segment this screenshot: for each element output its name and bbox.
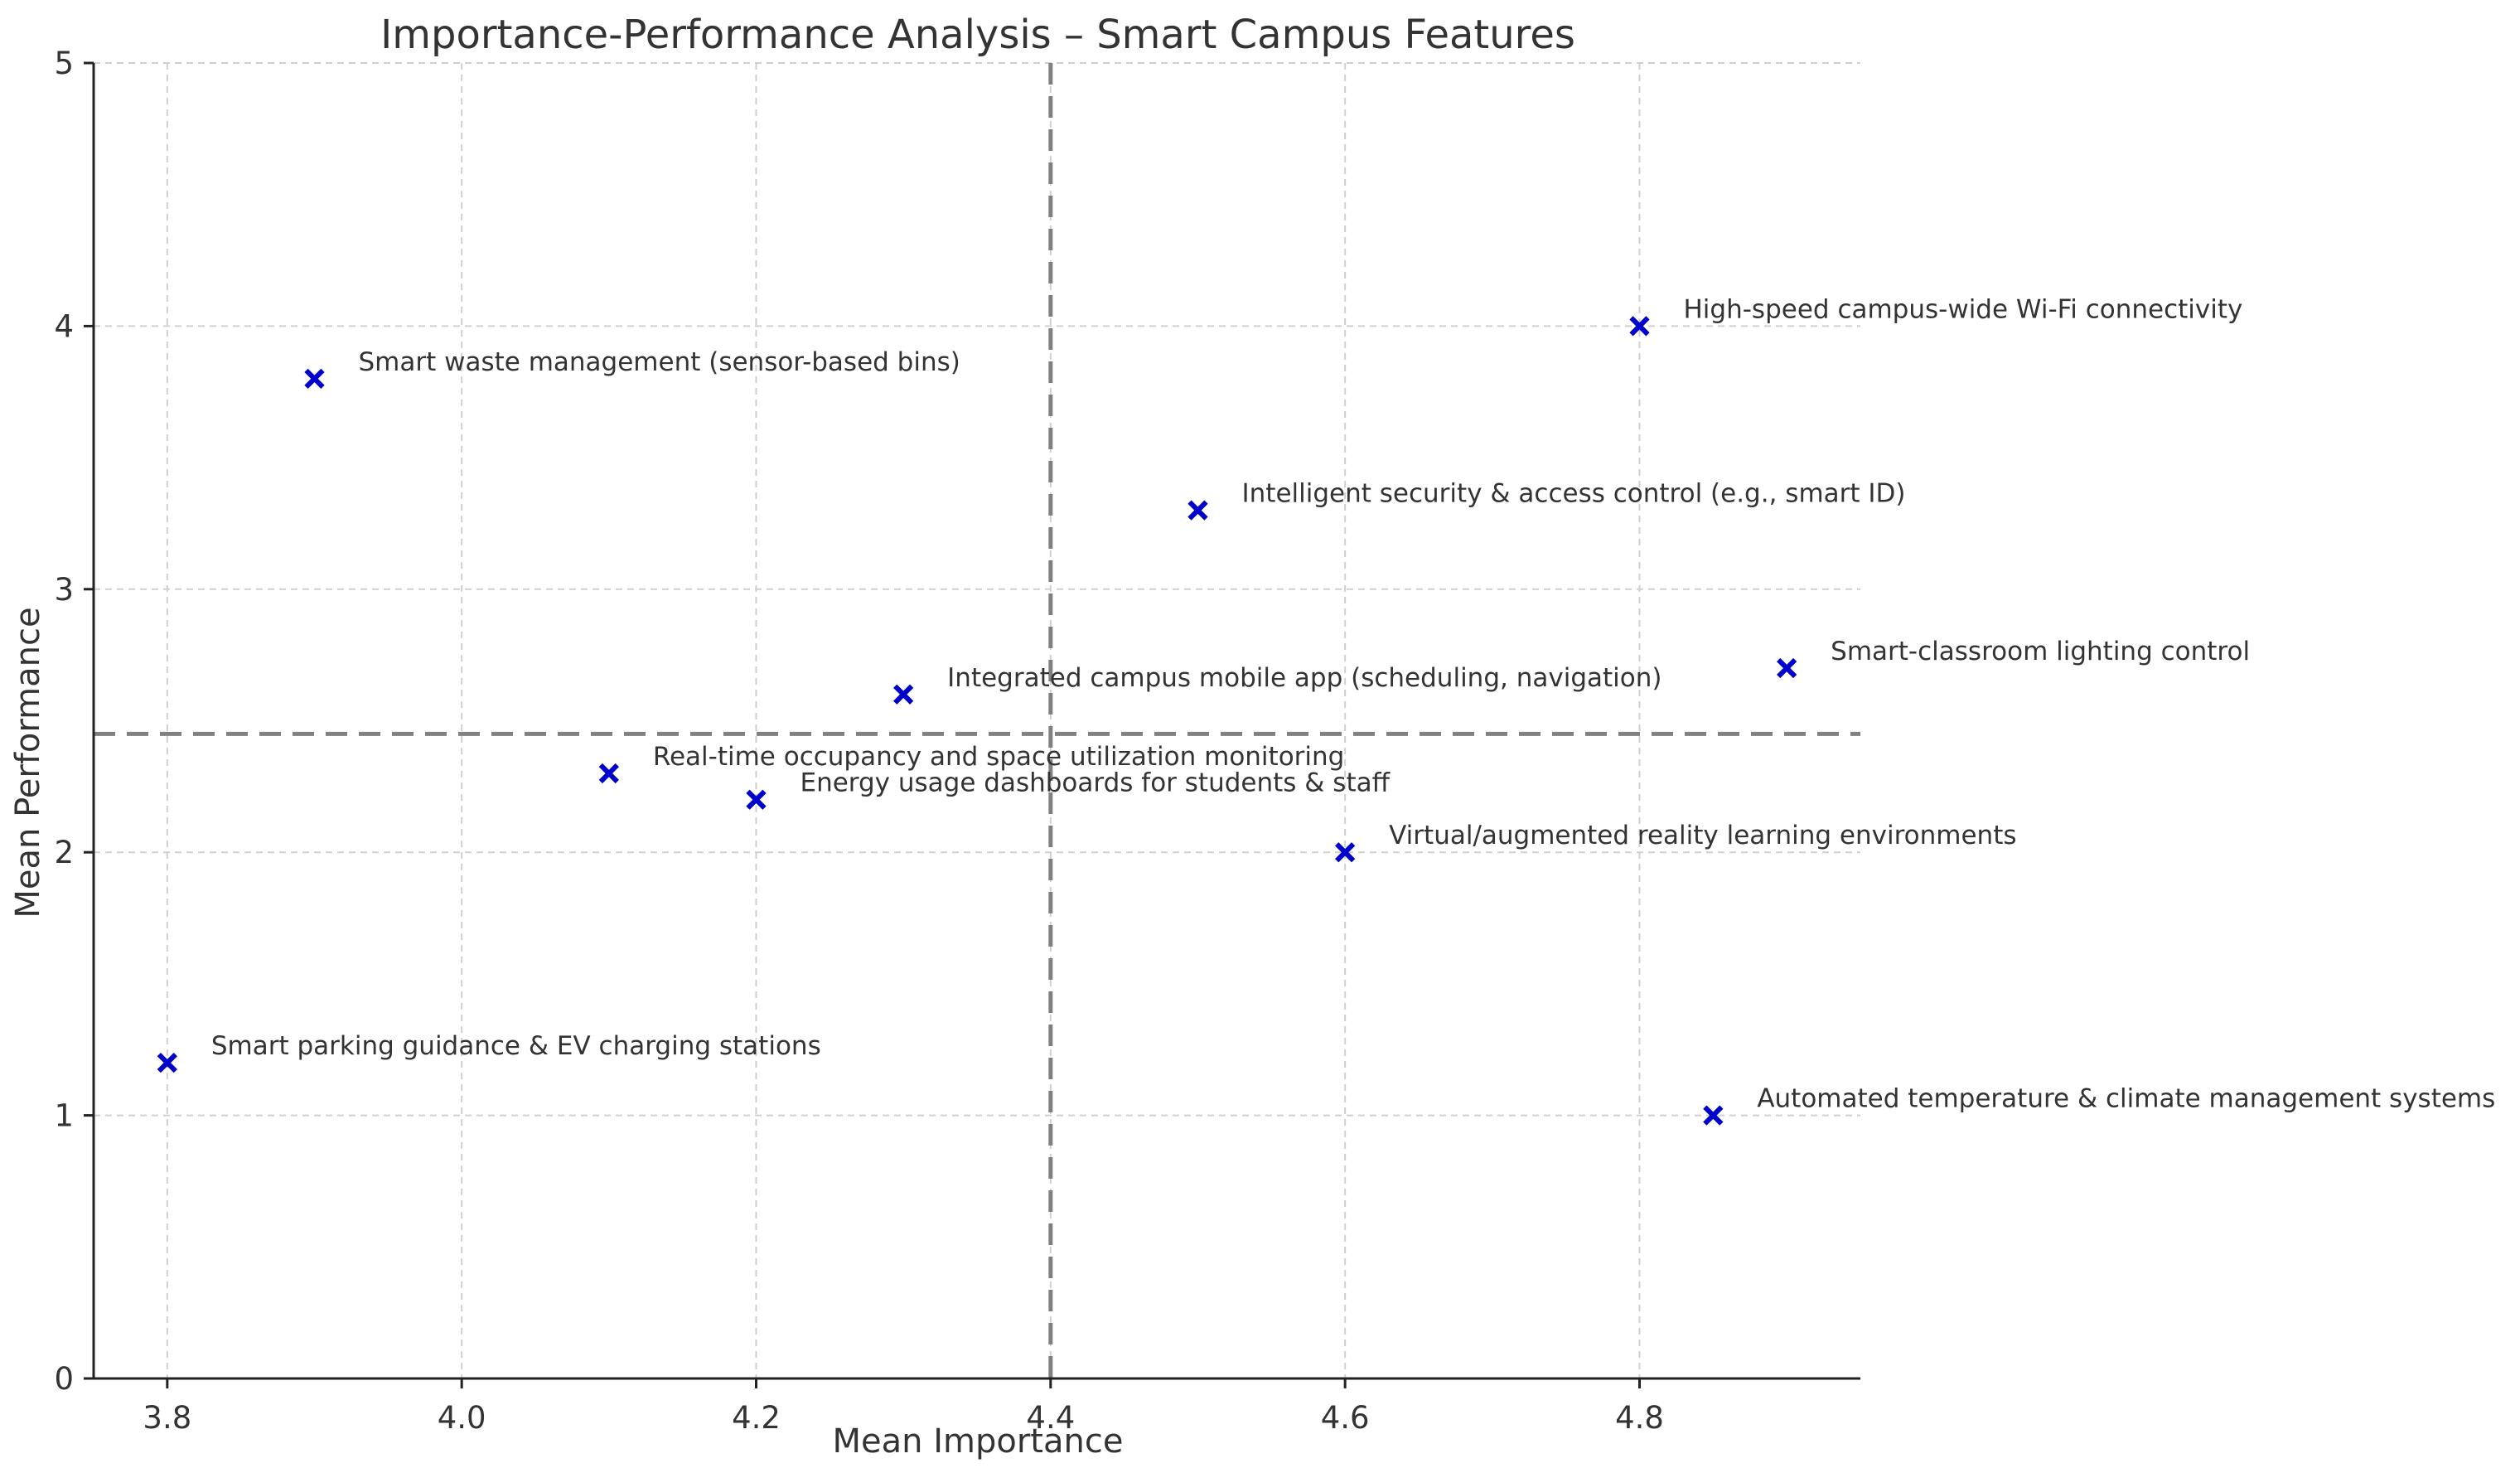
data-point-label: Intelligent security & access control (e…	[1242, 479, 1906, 509]
y-axis-label: Mean Performance	[9, 607, 47, 918]
data-point-label: Smart-classroom lighting control	[1831, 637, 2250, 666]
data-point	[1703, 1105, 1724, 1126]
data-point	[893, 684, 914, 705]
axes	[92, 63, 1860, 1380]
data-point	[1187, 500, 1208, 521]
data-point	[598, 763, 619, 784]
data-point	[1335, 842, 1356, 863]
y-tick-label: 1	[54, 1098, 74, 1134]
data-point-marker-stroke	[1703, 1105, 1724, 1126]
data-point	[157, 1052, 177, 1073]
data-point-marker-stroke	[157, 1052, 177, 1073]
data-point	[1777, 657, 1797, 679]
data-point-label: Virtual/augmented reality learning envir…	[1389, 821, 2016, 850]
y-tick-label: 2	[54, 835, 74, 870]
data-point-label: Real-time occupancy and space utilizatio…	[653, 742, 1345, 772]
data-point	[746, 789, 767, 810]
data-point-label: Automated temperature & climate manageme…	[1757, 1084, 2495, 1114]
y-tick-label: 4	[54, 308, 74, 344]
data-point-label: Integrated campus mobile app (scheduling…	[947, 663, 1661, 693]
grid-layer	[94, 62, 1860, 1379]
y-tick-label: 5	[54, 46, 74, 81]
x-tick-label: 4.2	[732, 1400, 781, 1436]
data-point-label: High-speed campus-wide Wi-Fi connectivit…	[1684, 294, 2243, 324]
data-point-marker-stroke	[598, 763, 619, 784]
reference-lines	[94, 63, 1860, 1378]
data-point	[304, 368, 325, 390]
data-point	[1629, 316, 1650, 337]
data-point-marker-stroke	[1187, 500, 1208, 521]
y-tick-label: 3	[54, 572, 74, 608]
data-point-label: Smart waste management (sensor-based bin…	[359, 347, 960, 377]
data-point-marker-stroke	[746, 789, 767, 810]
x-tick-label: 3.8	[143, 1400, 191, 1436]
x-tick-label: 4.6	[1321, 1400, 1370, 1436]
data-point-marker-stroke	[304, 368, 325, 390]
x-tick-label: 4.4	[1026, 1400, 1075, 1436]
y-tick-label: 0	[54, 1361, 74, 1397]
data-point-marker-stroke	[1335, 842, 1356, 863]
data-point-label: Smart parking guidance & EV charging sta…	[211, 1031, 821, 1061]
data-point-marker-stroke	[1629, 316, 1650, 337]
x-axis-label: Mean Importance	[833, 1422, 1124, 1461]
x-tick-label: 4.8	[1615, 1400, 1664, 1436]
tick-labels: 3.8 4.0 4.2 4.4 4.6 4.8 0 1 2 3 4 5	[54, 46, 1663, 1436]
x-tick-label: 4.0	[438, 1400, 486, 1436]
data-point-marker-stroke	[893, 684, 914, 705]
data-point-label: Energy usage dashboards for students & s…	[800, 768, 1391, 798]
data-point-marker-stroke	[1777, 657, 1797, 679]
point-labels: Smart waste management (sensor-based bin…	[211, 294, 2495, 1113]
data-points	[157, 316, 1797, 1126]
chart-title: Importance-Performance Analysis – Smart …	[380, 12, 1575, 58]
